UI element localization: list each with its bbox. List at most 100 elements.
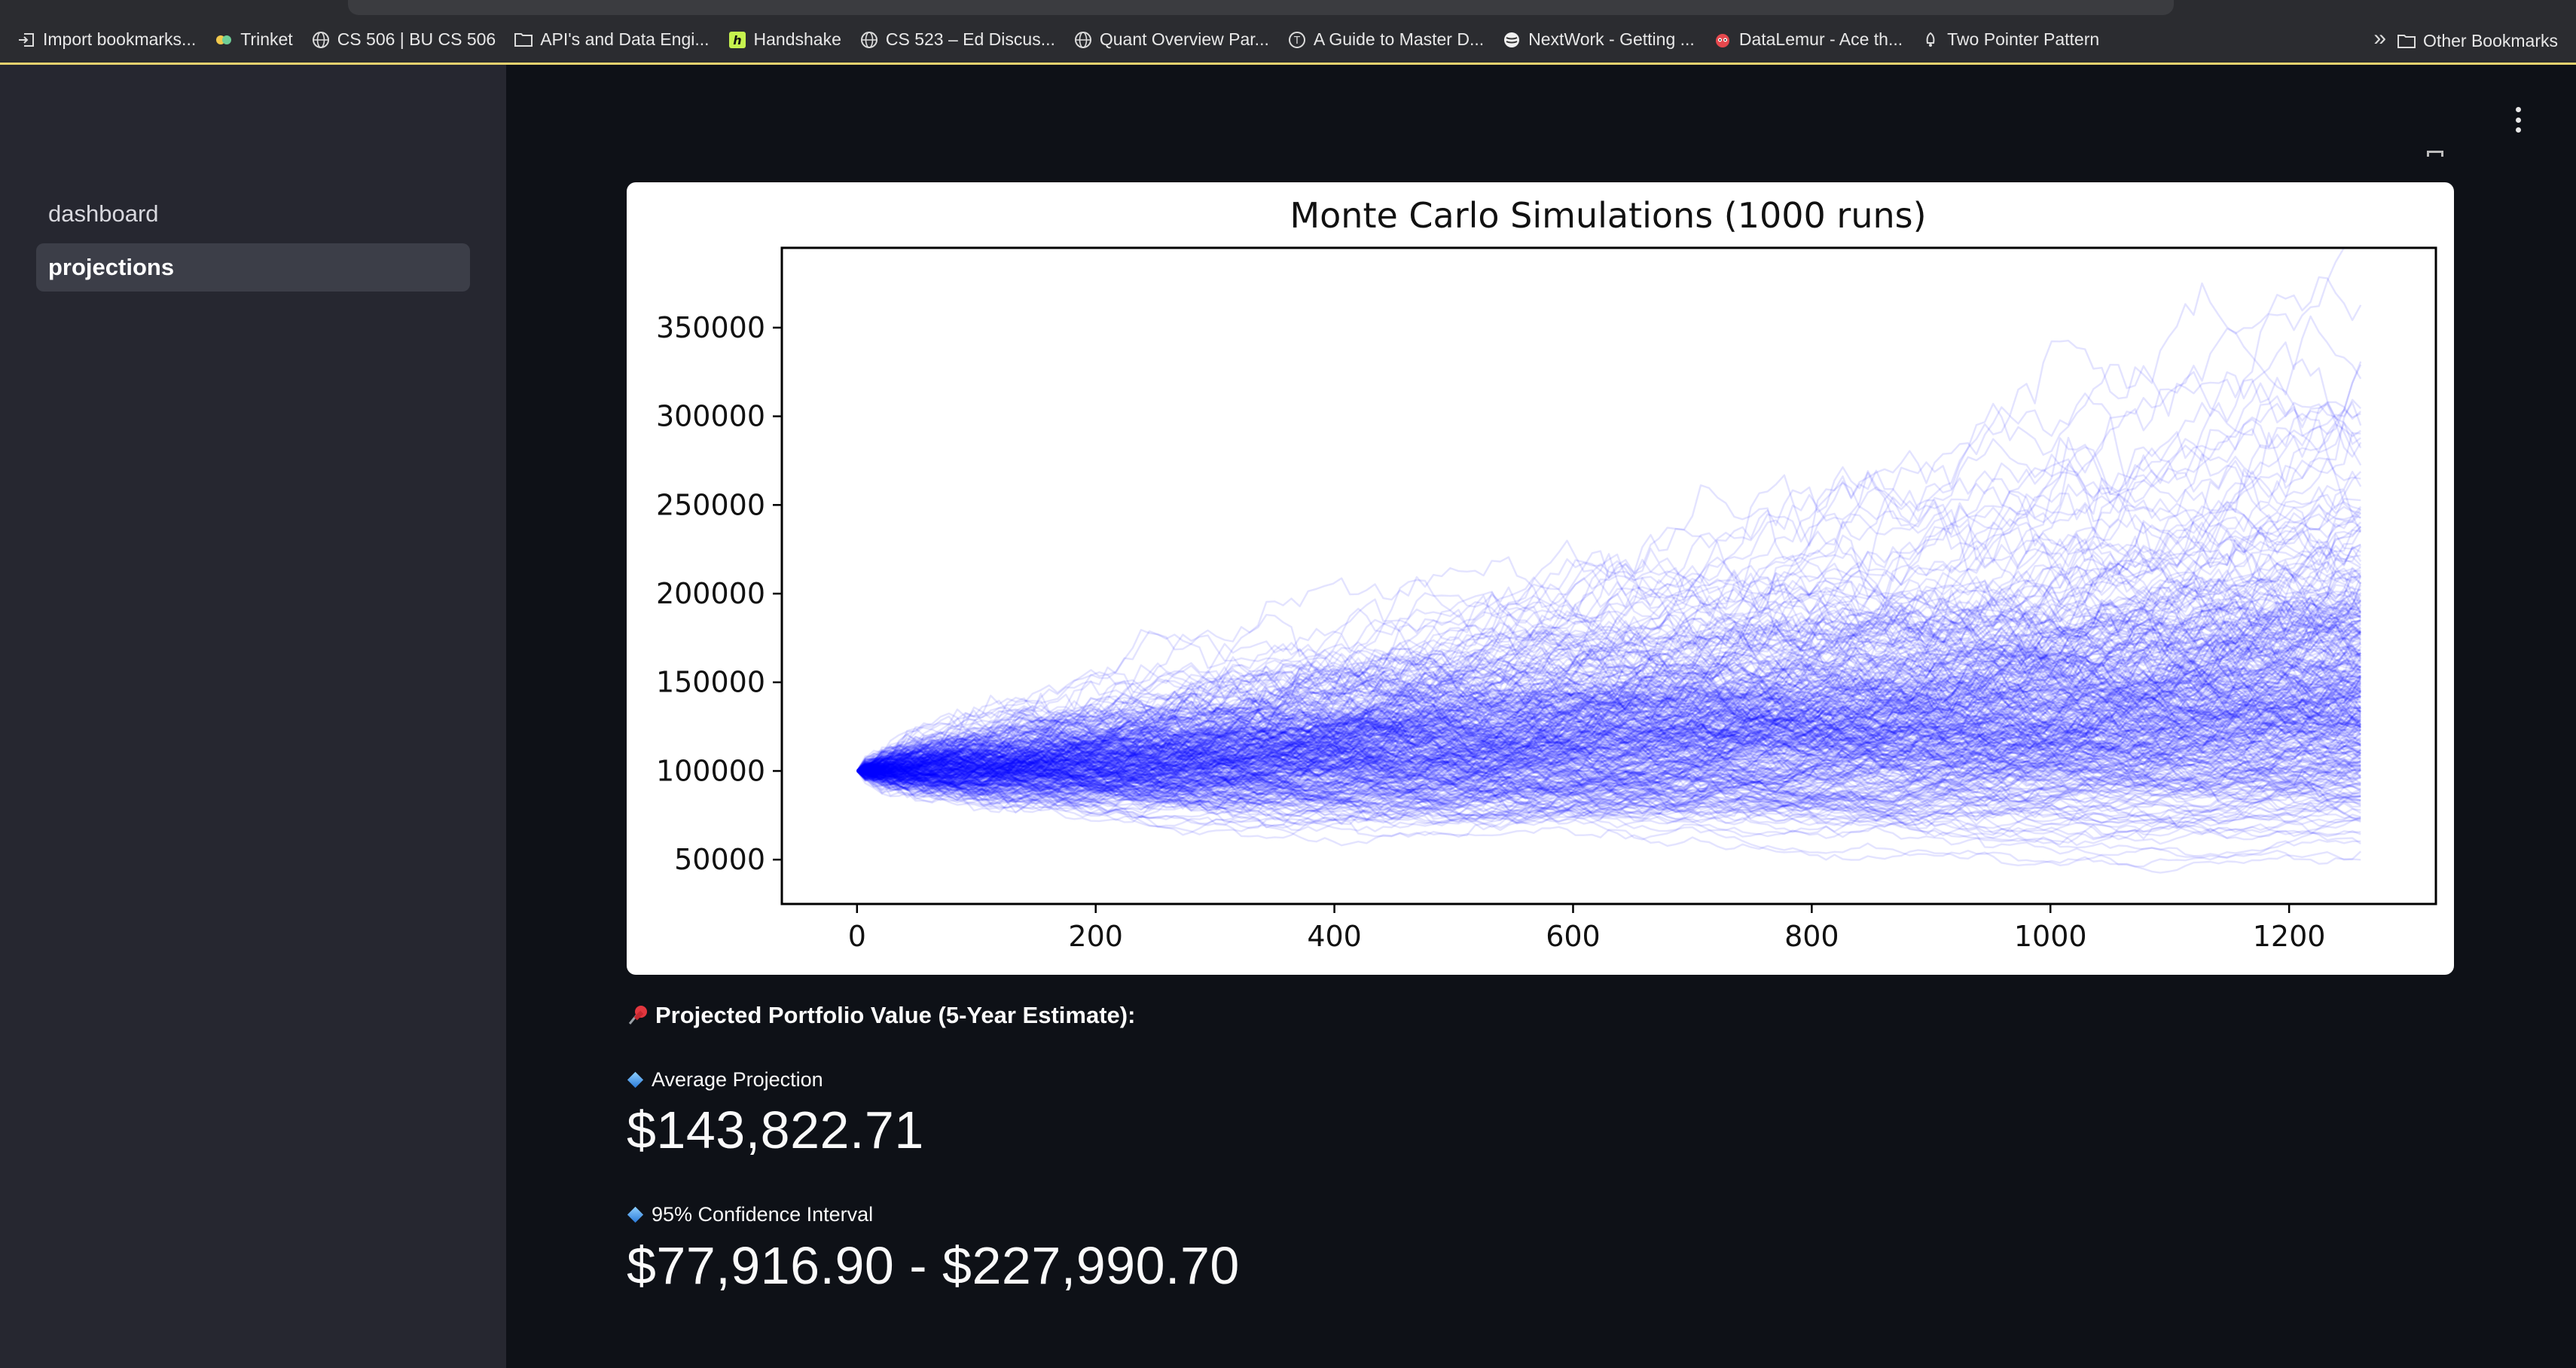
bookmark-9[interactable]: DataLemur - Ace th... [1713, 25, 1903, 55]
simulation-path [856, 725, 2361, 819]
metric-label-confidence: 95% Confidence Interval [627, 1203, 873, 1226]
simulation-path [856, 754, 2361, 824]
bookmark-5[interactable]: CS 523 – Ed Discus... [859, 25, 1055, 55]
simulation-path [856, 585, 2362, 784]
simulation-path [856, 594, 2362, 777]
bookmark-6[interactable]: Quant Overview Par... [1073, 25, 1269, 55]
simulation-path [856, 760, 2361, 826]
simulation-path [856, 364, 2362, 780]
bookmark-0[interactable]: Import bookmarks... [17, 25, 196, 55]
simulation-path [856, 684, 2361, 815]
kebab-menu-icon[interactable] [2513, 107, 2523, 133]
simulation-path [856, 652, 2361, 794]
simulation-path [856, 566, 2362, 772]
browser-tabstrip [0, 0, 2576, 17]
sidebar-item-projections[interactable]: projections [36, 243, 470, 292]
simulation-path [856, 680, 2361, 783]
simulation-path [856, 619, 2361, 795]
simulation-path [856, 728, 2361, 819]
simulation-path [856, 631, 2361, 777]
simulation-path [856, 770, 2361, 866]
simulation-path [856, 693, 2361, 779]
bookmark-label: A Guide to Master D... [1313, 29, 1485, 49]
address-bar[interactable] [348, 0, 2174, 15]
simulation-path [856, 716, 2362, 798]
simulation-path [856, 735, 2361, 798]
simulation-path [856, 668, 2361, 779]
bookmark-10[interactable]: Two Pointer Pattern [1921, 25, 2099, 55]
simulation-path [856, 588, 2361, 802]
simulation-path [856, 591, 2362, 784]
simulation-path [856, 693, 2361, 786]
bookmark-other-bookmarks[interactable]: Other Bookmarks [2397, 26, 2558, 56]
simulation-path [856, 662, 2361, 780]
simulation-path [856, 686, 2361, 777]
y-tick-label: 150000 [656, 666, 765, 699]
simulation-path [856, 686, 2361, 803]
simulation-path [856, 620, 2361, 773]
simulation-path [856, 698, 2361, 795]
sidebar: dashboard projections [0, 65, 506, 1368]
simulation-path [856, 643, 2361, 772]
simulation-path [856, 688, 2361, 795]
simulation-path [856, 752, 2361, 805]
simulation-path [856, 676, 2361, 787]
simulation-path [856, 591, 2361, 797]
bookmark-8[interactable]: NextWork - Getting ... [1502, 25, 1695, 55]
sidebar-item-dashboard[interactable]: dashboard [36, 190, 470, 238]
simulation-path [856, 761, 2361, 828]
simulation-path [856, 539, 2361, 784]
simulation-path [856, 676, 2362, 780]
simulation-path [856, 698, 2361, 793]
double-chevron-right-icon[interactable]: » [2373, 26, 2386, 50]
bookmark-1[interactable]: Trinket [214, 25, 293, 55]
simulation-path [856, 624, 2361, 777]
simulation-path [856, 674, 2362, 783]
bookmark-4[interactable]: h Handshake [728, 25, 841, 55]
y-tick-label: 300000 [656, 400, 765, 433]
simulation-path [856, 563, 2362, 792]
globe-icon [859, 30, 879, 50]
simulation-path [856, 664, 2361, 780]
bookmark-label: DataLemur - Ace th... [1738, 29, 1903, 49]
simulation-path [856, 759, 2361, 816]
y-tick-label: 50000 [674, 843, 765, 876]
projection-subheader: Projected Portfolio Value (5-Year Estima… [627, 1002, 1135, 1029]
bookmark-label: Handshake [753, 29, 841, 49]
simulation-path [856, 649, 2362, 794]
simulation-path [856, 668, 2361, 789]
simulation-path [856, 739, 2361, 819]
simulation-path [856, 659, 2361, 789]
simulation-path [856, 673, 2361, 781]
simulation-path [856, 664, 2362, 795]
simulation-path [856, 594, 2362, 780]
simulation-path [856, 701, 2361, 805]
bell-icon [1921, 30, 1940, 50]
bookmark-3[interactable]: API's and Data Engi... [514, 25, 710, 55]
simulation-path [856, 670, 2361, 794]
x-tick-label: 0 [848, 920, 866, 953]
fullscreen-icon[interactable] [2427, 151, 2443, 157]
simulation-path [856, 624, 2361, 782]
bookmark-label: Quant Overview Par... [1099, 29, 1269, 49]
simulation-path [856, 716, 2362, 795]
simulation-path [856, 489, 2362, 772]
simulation-path [856, 649, 2362, 779]
bookmarks-bar: Import bookmarks... Trinket CS 506 | BU CS… [0, 17, 2576, 65]
simulation-path [856, 670, 2361, 786]
simulation-path [856, 679, 2362, 781]
simulation-path [856, 727, 2361, 787]
simulation-path [856, 703, 2362, 817]
trinket-icon [214, 30, 233, 50]
simulation-path [856, 743, 2361, 810]
bookmark-7[interactable]: T A Guide to Master D... [1287, 25, 1484, 55]
simulation-path [856, 670, 2362, 785]
metric-label-average: Average Projection [627, 1068, 823, 1092]
simulation-path [856, 707, 2362, 839]
simulation-path [856, 457, 2361, 783]
simulation-path [856, 657, 2361, 786]
bookmark-label: NextWork - Getting ... [1528, 29, 1695, 49]
simulation-path [856, 697, 2361, 795]
y-tick-label: 250000 [656, 488, 765, 521]
bookmark-2[interactable]: CS 506 | BU CS 506 [311, 25, 496, 55]
